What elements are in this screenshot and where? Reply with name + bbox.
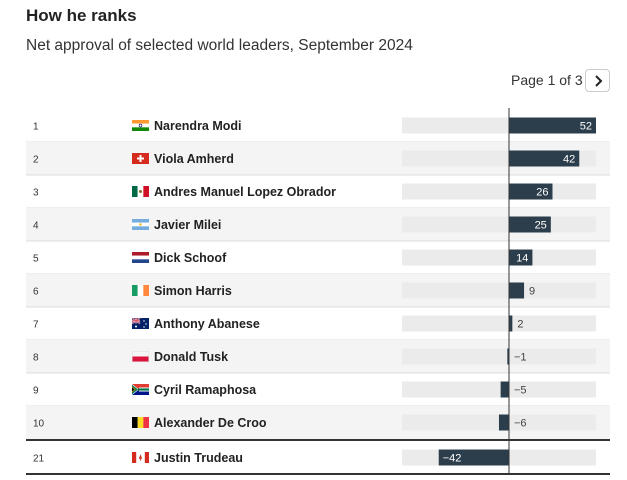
rank-label: 2 xyxy=(33,155,39,166)
chevron-right-icon xyxy=(594,74,602,87)
value-label: 2 xyxy=(517,319,523,331)
value-bar xyxy=(498,414,509,431)
australia-flag-icon xyxy=(131,317,149,329)
leader-name: Viola Amherd xyxy=(154,152,234,166)
rank-label: 6 xyxy=(33,287,39,298)
value-bar xyxy=(509,150,580,167)
value-bar xyxy=(509,282,525,299)
poland-flag-icon xyxy=(132,351,149,362)
next-page-button[interactable] xyxy=(585,69,610,92)
mexico-flag-icon xyxy=(132,186,149,197)
value-bar xyxy=(509,315,513,332)
bar-track xyxy=(402,183,596,200)
page-indicator: Page 1 of 3 xyxy=(511,72,583,88)
value-label: 25 xyxy=(535,220,547,232)
value-bar xyxy=(500,381,509,398)
value-label: 26 xyxy=(536,187,548,199)
rank-label: 21 xyxy=(33,454,45,465)
rank-label: 8 xyxy=(33,353,39,364)
leader-name: Alexander De Croo xyxy=(154,416,267,430)
value-label: 52 xyxy=(580,121,592,133)
value-label: −1 xyxy=(514,352,527,364)
value-label: 42 xyxy=(563,154,575,166)
leader-name: Dick Schoof xyxy=(154,251,227,265)
leader-name: Simon Harris xyxy=(154,284,232,298)
netherlands-flag-icon xyxy=(132,252,149,263)
south-africa-flag-icon xyxy=(132,384,149,395)
bar-track xyxy=(402,348,596,365)
leader-name: Justin Trudeau xyxy=(154,451,243,465)
bar-track xyxy=(402,381,596,398)
switzerland-flag-icon xyxy=(132,153,149,164)
leader-name: Narendra Modi xyxy=(154,119,242,133)
leader-name: Javier Milei xyxy=(154,218,221,232)
leader-name: Cyril Ramaphosa xyxy=(154,383,257,397)
argentina-flag-icon xyxy=(132,219,149,230)
value-bar xyxy=(438,449,509,466)
rank-label: 4 xyxy=(33,221,39,232)
rank-label: 1 xyxy=(33,122,39,133)
belgium-flag-icon xyxy=(132,417,149,428)
value-bar xyxy=(509,183,553,200)
value-bar xyxy=(509,216,551,233)
bar-track xyxy=(402,315,596,332)
value-label: −5 xyxy=(514,385,527,397)
value-bar xyxy=(507,348,509,365)
value-label: −42 xyxy=(443,453,462,465)
chart-subtitle: Net approval of selected world leaders, … xyxy=(26,37,413,54)
rank-label: 10 xyxy=(33,419,45,430)
leader-name: Anthony Abanese xyxy=(154,317,260,331)
bar-track xyxy=(402,249,596,266)
rank-label: 9 xyxy=(33,386,39,397)
india-flag-icon xyxy=(132,120,149,131)
leader-name: Andres Manuel Lopez Obrador xyxy=(154,185,336,199)
bar-track xyxy=(402,216,596,233)
leader-name: Donald Tusk xyxy=(154,350,228,364)
rank-label: 3 xyxy=(33,188,39,199)
value-label: 9 xyxy=(529,286,535,298)
chart-title: How he ranks xyxy=(26,6,137,25)
ireland-flag-icon xyxy=(132,285,149,296)
value-bar xyxy=(509,249,533,266)
value-label: 14 xyxy=(516,253,528,265)
bar-track xyxy=(402,282,596,299)
canada-flag-icon xyxy=(132,452,149,463)
rank-label: 7 xyxy=(33,320,39,331)
value-bar xyxy=(509,117,596,134)
rank-label: 5 xyxy=(33,254,39,265)
value-label: −6 xyxy=(514,418,527,430)
